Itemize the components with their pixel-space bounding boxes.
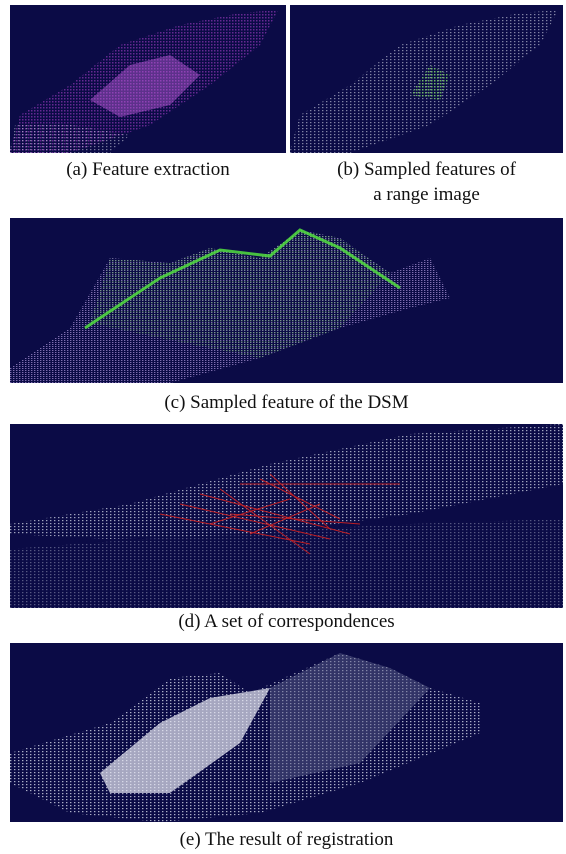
caption: (e) The result of registration	[10, 827, 563, 852]
panel-a-image	[10, 5, 286, 153]
panel-d-image	[10, 424, 563, 608]
caption-line: a range image	[290, 182, 563, 207]
caption-line: (b) Sampled features of	[290, 157, 563, 182]
panel-c-image	[10, 218, 563, 383]
panel-e-image	[10, 643, 563, 822]
caption: (b) Sampled features of a range image	[290, 157, 563, 207]
panel-b-image	[290, 5, 563, 153]
page: (a) Feature extraction (b) Sampled featu…	[0, 0, 566, 854]
caption: (a) Feature extraction	[10, 157, 286, 182]
caption: (d) A set of correspondences	[10, 609, 563, 634]
caption: (c) Sampled feature of the DSM	[10, 390, 563, 415]
